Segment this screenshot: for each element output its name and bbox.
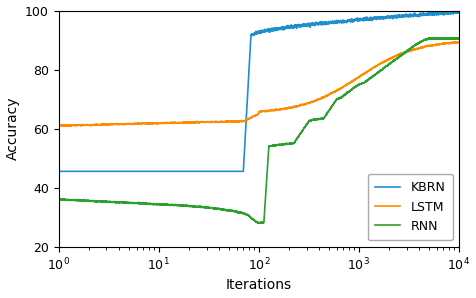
Line: KBRN: KBRN bbox=[59, 11, 459, 171]
KBRN bbox=[76, 170, 82, 173]
Line: RNN: RNN bbox=[59, 38, 459, 224]
X-axis label: Iterations: Iterations bbox=[226, 278, 292, 292]
LSTM bbox=[353, 77, 358, 81]
RNN bbox=[76, 199, 82, 203]
KBRN bbox=[456, 10, 462, 14]
LSTM bbox=[56, 124, 61, 128]
KBRN bbox=[374, 18, 380, 21]
KBRN bbox=[353, 18, 358, 21]
LSTM bbox=[56, 124, 62, 128]
LSTM bbox=[201, 120, 207, 124]
LSTM bbox=[456, 40, 462, 44]
KBRN bbox=[56, 170, 61, 173]
LSTM bbox=[456, 40, 462, 44]
Y-axis label: Accuracy: Accuracy bbox=[6, 97, 20, 160]
LSTM bbox=[374, 64, 380, 68]
Line: LSTM: LSTM bbox=[59, 42, 459, 126]
KBRN bbox=[310, 22, 316, 26]
LSTM bbox=[76, 123, 82, 126]
RNN bbox=[456, 37, 462, 41]
KBRN bbox=[454, 9, 459, 13]
RNN bbox=[201, 206, 207, 209]
Legend: KBRN, LSTM, RNN: KBRN, LSTM, RNN bbox=[368, 174, 453, 240]
RNN bbox=[310, 118, 316, 122]
RNN bbox=[293, 139, 298, 142]
LSTM bbox=[293, 105, 298, 108]
RNN bbox=[430, 36, 436, 39]
KBRN bbox=[201, 170, 207, 173]
RNN bbox=[56, 197, 61, 201]
RNN bbox=[374, 71, 380, 75]
RNN bbox=[353, 85, 358, 89]
RNN bbox=[256, 222, 262, 225]
KBRN bbox=[293, 24, 298, 27]
LSTM bbox=[310, 100, 316, 103]
